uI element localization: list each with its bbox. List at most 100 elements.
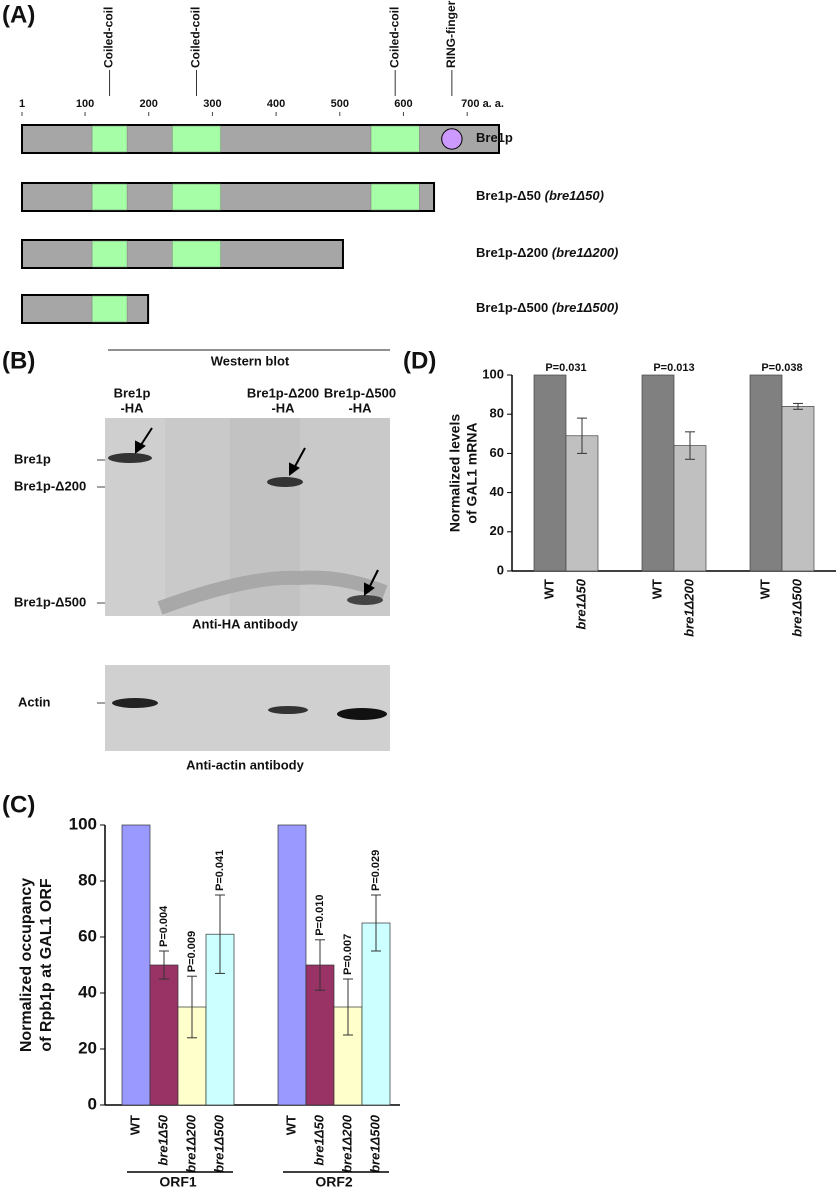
domain-label: Coiled-coil bbox=[387, 7, 401, 68]
x-tick-label: bre1Δ50 bbox=[311, 1114, 326, 1165]
ruler-label: 400 bbox=[267, 98, 285, 110]
ring-domain bbox=[441, 128, 463, 150]
coil-domain bbox=[172, 125, 221, 153]
x-tick-label: bre1Δ500 bbox=[789, 578, 804, 637]
lane-label: -HA bbox=[348, 400, 372, 415]
p-value: P=0.010 bbox=[314, 895, 326, 936]
blot-caption: Anti-actin antibody bbox=[186, 757, 304, 772]
y-tick-label: 80 bbox=[78, 870, 97, 889]
blot-title: Western blot bbox=[211, 353, 290, 368]
y-axis-label: Normalized levels bbox=[447, 414, 463, 532]
construct bbox=[21, 182, 436, 212]
panel-label: (C) bbox=[2, 791, 35, 818]
coil-domain bbox=[172, 183, 221, 211]
x-tick-label: bre1Δ200 bbox=[183, 1114, 198, 1173]
ruler-label: 200 bbox=[140, 98, 158, 110]
blot-caption: Anti-HA antibody bbox=[192, 616, 298, 631]
construct-label: Bre1p-Δ200 (bre1Δ200) bbox=[476, 245, 618, 260]
y-tick-label: 40 bbox=[490, 484, 504, 499]
coil-domain bbox=[91, 125, 128, 153]
y-axis-label: Normalized occupancy bbox=[18, 878, 35, 1052]
ruler-label: 100 bbox=[76, 98, 94, 110]
x-tick-label: WT bbox=[649, 579, 664, 599]
p-value: P=0.031 bbox=[545, 362, 586, 374]
construct-name: Bre1p-Δ200 bbox=[476, 245, 548, 260]
bar bbox=[121, 824, 151, 1106]
domain-label: RING-finger bbox=[444, 0, 458, 68]
x-tick-label: bre1Δ200 bbox=[339, 1114, 354, 1173]
coil-domain bbox=[91, 295, 128, 323]
x-tick-label: WT bbox=[127, 1115, 142, 1135]
domain-label: Coiled-coil bbox=[189, 7, 203, 68]
construct-allele: (bre1Δ200) bbox=[552, 245, 619, 260]
ruler-label: 1 bbox=[19, 98, 25, 110]
y-tick-label: 60 bbox=[490, 445, 504, 460]
bar bbox=[149, 964, 179, 1106]
y-tick-label: 20 bbox=[78, 1038, 97, 1057]
x-tick-label: WT bbox=[541, 579, 556, 599]
construct-name: Bre1p bbox=[476, 130, 513, 145]
construct-label: Bre1p-Δ50 (bre1Δ50) bbox=[476, 188, 604, 203]
panel-label: (A) bbox=[2, 1, 35, 28]
x-tick-label: WT bbox=[757, 579, 772, 599]
panel-label: (D) bbox=[403, 347, 436, 374]
p-value: P=0.013 bbox=[653, 362, 694, 374]
p-value: P=0.004 bbox=[158, 905, 170, 947]
lane-label: Bre1p-Δ500 bbox=[324, 385, 396, 400]
x-tick-label: bre1Δ50 bbox=[573, 578, 588, 629]
construct-label: Bre1p-Δ500 (bre1Δ500) bbox=[476, 300, 618, 315]
bar bbox=[533, 374, 567, 572]
bar bbox=[749, 374, 783, 572]
band-label: Actin bbox=[18, 694, 51, 709]
construct-label: Bre1p bbox=[476, 130, 513, 145]
y-tick-label: 60 bbox=[78, 926, 97, 945]
domain-label: Coiled-coil bbox=[102, 7, 116, 68]
bar bbox=[781, 406, 815, 572]
bar bbox=[361, 922, 391, 1106]
band-label: Bre1p-Δ200 bbox=[14, 478, 86, 493]
bar bbox=[277, 824, 307, 1106]
bar bbox=[673, 445, 707, 572]
y-tick-label: 40 bbox=[78, 982, 97, 1001]
coil-domain bbox=[91, 240, 128, 268]
band-label: Bre1p bbox=[14, 451, 51, 466]
coil-domain bbox=[172, 240, 221, 268]
blot-image bbox=[97, 349, 390, 751]
ruler-label: 300 bbox=[203, 98, 221, 110]
lane-label: -HA bbox=[271, 400, 295, 415]
band-label: Bre1p-Δ500 bbox=[14, 594, 86, 609]
x-tick-label: bre1Δ200 bbox=[681, 578, 696, 637]
coil-domain bbox=[370, 183, 420, 211]
p-value: P=0.009 bbox=[186, 931, 198, 972]
y-tick-label: 100 bbox=[482, 366, 504, 381]
construct-allele: (bre1Δ50) bbox=[545, 188, 604, 203]
ruler-label: 500 bbox=[331, 98, 349, 110]
construct-name: Bre1p-Δ50 bbox=[476, 188, 541, 203]
y-tick-label: 100 bbox=[69, 814, 97, 833]
p-value: P=0.007 bbox=[342, 934, 354, 975]
lane-label: -HA bbox=[120, 400, 144, 415]
construct-name: Bre1p-Δ500 bbox=[476, 300, 548, 315]
coil-domain bbox=[370, 125, 420, 153]
construct bbox=[21, 294, 150, 324]
p-value: P=0.029 bbox=[370, 850, 382, 891]
category-label: ORF1 bbox=[159, 1174, 197, 1190]
x-tick-label: bre1Δ50 bbox=[155, 1114, 170, 1165]
y-axis-label: of Rpb1p at GAL1 ORF bbox=[38, 878, 55, 1052]
y-tick-label: 20 bbox=[490, 523, 504, 538]
y-axis-label: of GAL1 mRNA bbox=[464, 422, 480, 523]
construct-allele: (bre1Δ500) bbox=[552, 300, 619, 315]
x-tick-label: WT bbox=[283, 1115, 298, 1135]
category-label: ORF2 bbox=[315, 1174, 353, 1190]
bar bbox=[565, 435, 599, 572]
y-tick-label: 0 bbox=[88, 1094, 97, 1113]
ruler-label: 600 bbox=[394, 98, 412, 110]
bar bbox=[641, 374, 675, 572]
lane-label: Bre1p-Δ200 bbox=[247, 385, 319, 400]
y-tick-label: 0 bbox=[497, 562, 504, 577]
ruler-label: 700 a. a. bbox=[461, 98, 504, 110]
panel-label: (B) bbox=[2, 347, 35, 374]
lane-label: Bre1p bbox=[114, 385, 151, 400]
x-tick-label: bre1Δ500 bbox=[211, 1114, 226, 1173]
